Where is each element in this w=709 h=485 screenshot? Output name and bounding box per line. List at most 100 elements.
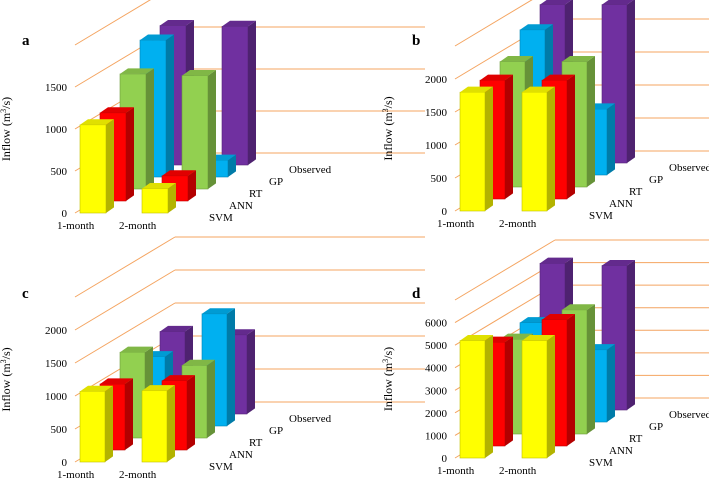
bar-front — [141, 188, 169, 214]
bar-top — [182, 70, 216, 76]
y-tick-label: 500 — [51, 424, 68, 436]
chart-panel-b: b 0 500 1000 1500 2000 Inflow (m3/s) 1-month 2-m… — [381, 0, 709, 230]
bar-front — [79, 391, 106, 463]
bar-side — [167, 385, 175, 462]
bar-top — [480, 74, 513, 81]
bar-svm-2-month — [521, 86, 555, 212]
bar-side — [627, 0, 635, 163]
series-label-gp: GP — [269, 425, 283, 437]
bar-top — [100, 378, 133, 384]
y-tick-label: 500 — [51, 166, 68, 178]
series-label-svm: SVM — [209, 461, 233, 473]
bar-top — [460, 335, 493, 341]
series-label-observed: Observed — [289, 413, 332, 425]
y-axis-label: Inflow (m3/s) — [381, 96, 395, 160]
gridline-diagonal — [454, 262, 556, 324]
bar-top — [80, 385, 113, 392]
bar-front — [221, 26, 249, 166]
bar-side — [125, 378, 133, 450]
bar-side — [567, 314, 575, 446]
gridline-diagonal — [74, 302, 176, 364]
bar-side — [627, 259, 635, 410]
bar-top — [162, 375, 195, 381]
bar-svm-2-month — [141, 183, 176, 214]
bar-side — [505, 74, 513, 199]
bar-top — [542, 74, 575, 81]
bar-top — [160, 325, 193, 332]
category-label: 2-month — [499, 465, 537, 477]
y-tick-label: 2000 — [425, 408, 448, 420]
bar-side — [485, 86, 493, 211]
series-label-observed: Observed — [669, 409, 709, 421]
bar-side — [227, 308, 235, 426]
bar-top — [222, 20, 256, 27]
series-label-svm: SVM — [209, 212, 233, 224]
panel-letter: d — [412, 286, 421, 302]
bar-observed-2-month — [221, 20, 256, 166]
bar-side — [146, 68, 154, 189]
series-label-ann: ANN — [229, 200, 253, 212]
y-tick-label: 0 — [442, 206, 448, 218]
series-label-observed: Observed — [289, 164, 332, 176]
y-tick-label: 1000 — [425, 430, 448, 442]
y-tick-label: 1000 — [45, 391, 68, 403]
bar-top — [522, 335, 555, 341]
bar-rt-2-month — [181, 70, 216, 190]
chart-panel-a: a 0 500 1000 1500 Inflow (m3/s) 1-month 2-month… — [0, 0, 425, 232]
bar-svm-1-month — [79, 385, 113, 463]
bar-svm-1-month — [459, 335, 493, 459]
bar-side — [248, 20, 256, 165]
bar-top — [602, 259, 635, 266]
y-tick-label: 1500 — [45, 358, 68, 370]
bar-side — [188, 170, 196, 201]
bar-top — [142, 183, 176, 189]
series-label-rt: RT — [629, 433, 643, 445]
y-tick-label: 1500 — [425, 107, 448, 119]
y-tick-label: 4000 — [425, 363, 448, 375]
bar-front — [141, 390, 168, 463]
series-label-svm: SVM — [589, 210, 613, 222]
bar-side — [166, 34, 174, 178]
y-tick-label: 5000 — [425, 340, 448, 352]
bar-front — [181, 75, 209, 190]
panel-letter: a — [22, 33, 30, 49]
category-label: 2-month — [119, 469, 157, 481]
bar-side — [126, 107, 134, 201]
y-tick-label: 0 — [62, 208, 68, 220]
bar-top — [100, 107, 134, 113]
y-axis-label: Inflow (m3/s) — [381, 347, 395, 411]
y-tick-label: 3000 — [425, 385, 448, 397]
bar-side — [228, 154, 236, 177]
category-label: 2-month — [499, 218, 537, 230]
category-label: 1-month — [437, 465, 475, 477]
bar-top — [540, 257, 573, 264]
panel-letter: c — [22, 286, 29, 302]
category-label: 1-month — [437, 218, 475, 230]
bar-side — [208, 70, 216, 189]
bar-top — [542, 314, 575, 320]
y-tick-label: 1000 — [45, 124, 68, 136]
series-label-ann: ANN — [229, 449, 253, 461]
bar-top — [540, 0, 572, 5]
bar-side — [168, 183, 176, 213]
bar-side — [105, 385, 113, 462]
series-label-rt: RT — [249, 437, 263, 449]
y-tick-label: 2000 — [425, 74, 448, 86]
y-tick-label: 2000 — [45, 325, 68, 337]
gridline-diagonal — [74, 0, 151, 46]
y-axis-label: Inflow (m3/s) — [0, 97, 13, 161]
bar-front — [521, 91, 548, 212]
bar-front — [521, 340, 548, 459]
bar-top — [120, 68, 154, 74]
chart-panel-d: d 0 1000 2000 3000 4000 5000 6000 Inflow (m3/s) 1… — [381, 239, 709, 477]
y-tick-label: 500 — [431, 173, 448, 185]
bar-side — [187, 375, 195, 450]
bar-top — [202, 308, 235, 314]
bar-top — [500, 56, 533, 62]
gridline-diagonal — [74, 236, 176, 298]
y-tick-label: 0 — [442, 453, 448, 465]
bar-side — [485, 335, 493, 458]
bar-top — [142, 385, 175, 391]
series-label-ann: ANN — [609, 445, 633, 457]
bar-side — [207, 359, 215, 438]
